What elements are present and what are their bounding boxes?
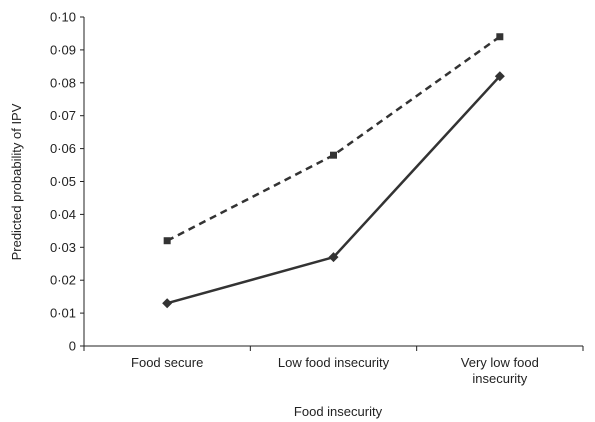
square-marker <box>496 33 504 41</box>
diamond-marker <box>328 252 339 263</box>
axes: 0 0·01 0·02 0·03 0·04 0·05 0·06 0·07 0·08 0·09 0·1… <box>50 10 584 386</box>
y-axis-title: Predicted probability of IPV <box>9 103 24 260</box>
y-tick-label: 0·09 <box>50 42 76 57</box>
square-marker <box>330 151 337 159</box>
series-layer <box>162 33 505 309</box>
y-tick-label: 0·01 <box>50 306 76 321</box>
y-tick-label: 0·07 <box>50 108 76 123</box>
y-tick-label: 0·02 <box>50 273 76 288</box>
x-tick-label: Very low food insecurity <box>461 355 539 386</box>
y-tick-label: 0·04 <box>50 207 76 222</box>
series-line-solid <box>166 75 501 305</box>
x-tick-label: Food secure <box>131 355 203 370</box>
y-tick-label: 0·08 <box>50 75 76 90</box>
diamond-marker <box>162 298 173 309</box>
y-tick-label: 0·06 <box>50 141 76 156</box>
x-axis-title: Food insecurity <box>294 404 383 419</box>
y-tick-label: 0 <box>69 339 76 354</box>
y-tick-label: 0·03 <box>50 240 76 255</box>
series-line-dashed <box>166 35 501 242</box>
diamond-marker <box>494 71 505 82</box>
y-tick-label: 0·05 <box>50 174 76 189</box>
x-tick-label: Low food insecurity <box>278 355 390 370</box>
square-marker <box>163 237 171 245</box>
y-tick-label: 0·10 <box>50 10 76 25</box>
